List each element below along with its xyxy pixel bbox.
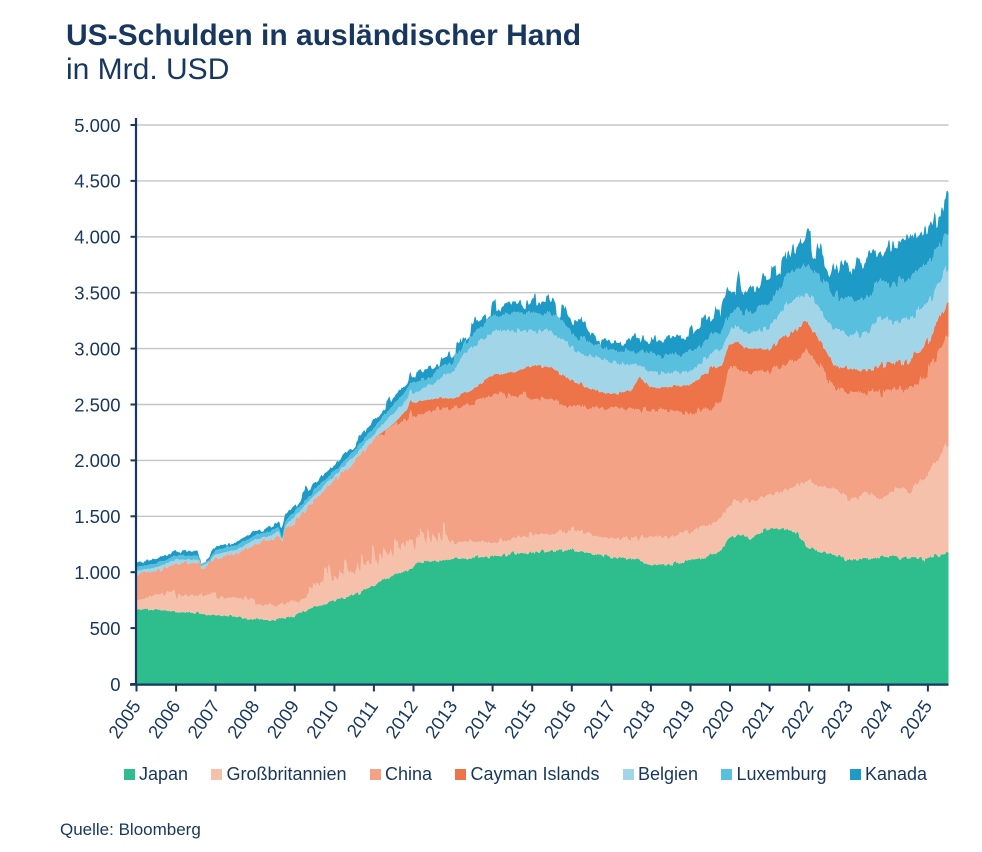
svg-text:2016: 2016 — [539, 696, 580, 742]
svg-text:2.000: 2.000 — [74, 450, 120, 471]
svg-text:2011: 2011 — [342, 696, 382, 741]
svg-text:2009: 2009 — [262, 696, 303, 742]
svg-text:500: 500 — [90, 618, 121, 639]
svg-text:1.500: 1.500 — [74, 506, 120, 527]
svg-text:4.000: 4.000 — [74, 227, 120, 248]
svg-text:2.500: 2.500 — [74, 394, 120, 415]
svg-text:2010: 2010 — [302, 696, 343, 742]
svg-text:2017: 2017 — [579, 696, 620, 742]
svg-text:5.000: 5.000 — [74, 115, 120, 136]
svg-text:2012: 2012 — [381, 696, 422, 742]
svg-text:0: 0 — [110, 674, 120, 695]
svg-text:3.000: 3.000 — [74, 338, 120, 359]
svg-text:1.000: 1.000 — [74, 562, 120, 583]
svg-text:2020: 2020 — [697, 696, 738, 742]
svg-text:2013: 2013 — [421, 696, 462, 742]
svg-text:2023: 2023 — [816, 696, 857, 742]
svg-text:2007: 2007 — [183, 696, 224, 742]
svg-text:2022: 2022 — [777, 696, 818, 742]
svg-text:2015: 2015 — [500, 696, 541, 742]
svg-text:4.500: 4.500 — [74, 171, 120, 192]
svg-text:2019: 2019 — [658, 696, 699, 742]
svg-text:2021: 2021 — [737, 696, 778, 742]
svg-text:3.500: 3.500 — [74, 283, 120, 304]
svg-text:2005: 2005 — [104, 696, 145, 742]
svg-text:2018: 2018 — [618, 696, 659, 742]
svg-text:2014: 2014 — [460, 696, 501, 742]
svg-text:2008: 2008 — [223, 696, 264, 742]
svg-text:2025: 2025 — [895, 696, 936, 742]
svg-text:2006: 2006 — [144, 696, 185, 742]
svg-text:2024: 2024 — [856, 696, 897, 742]
